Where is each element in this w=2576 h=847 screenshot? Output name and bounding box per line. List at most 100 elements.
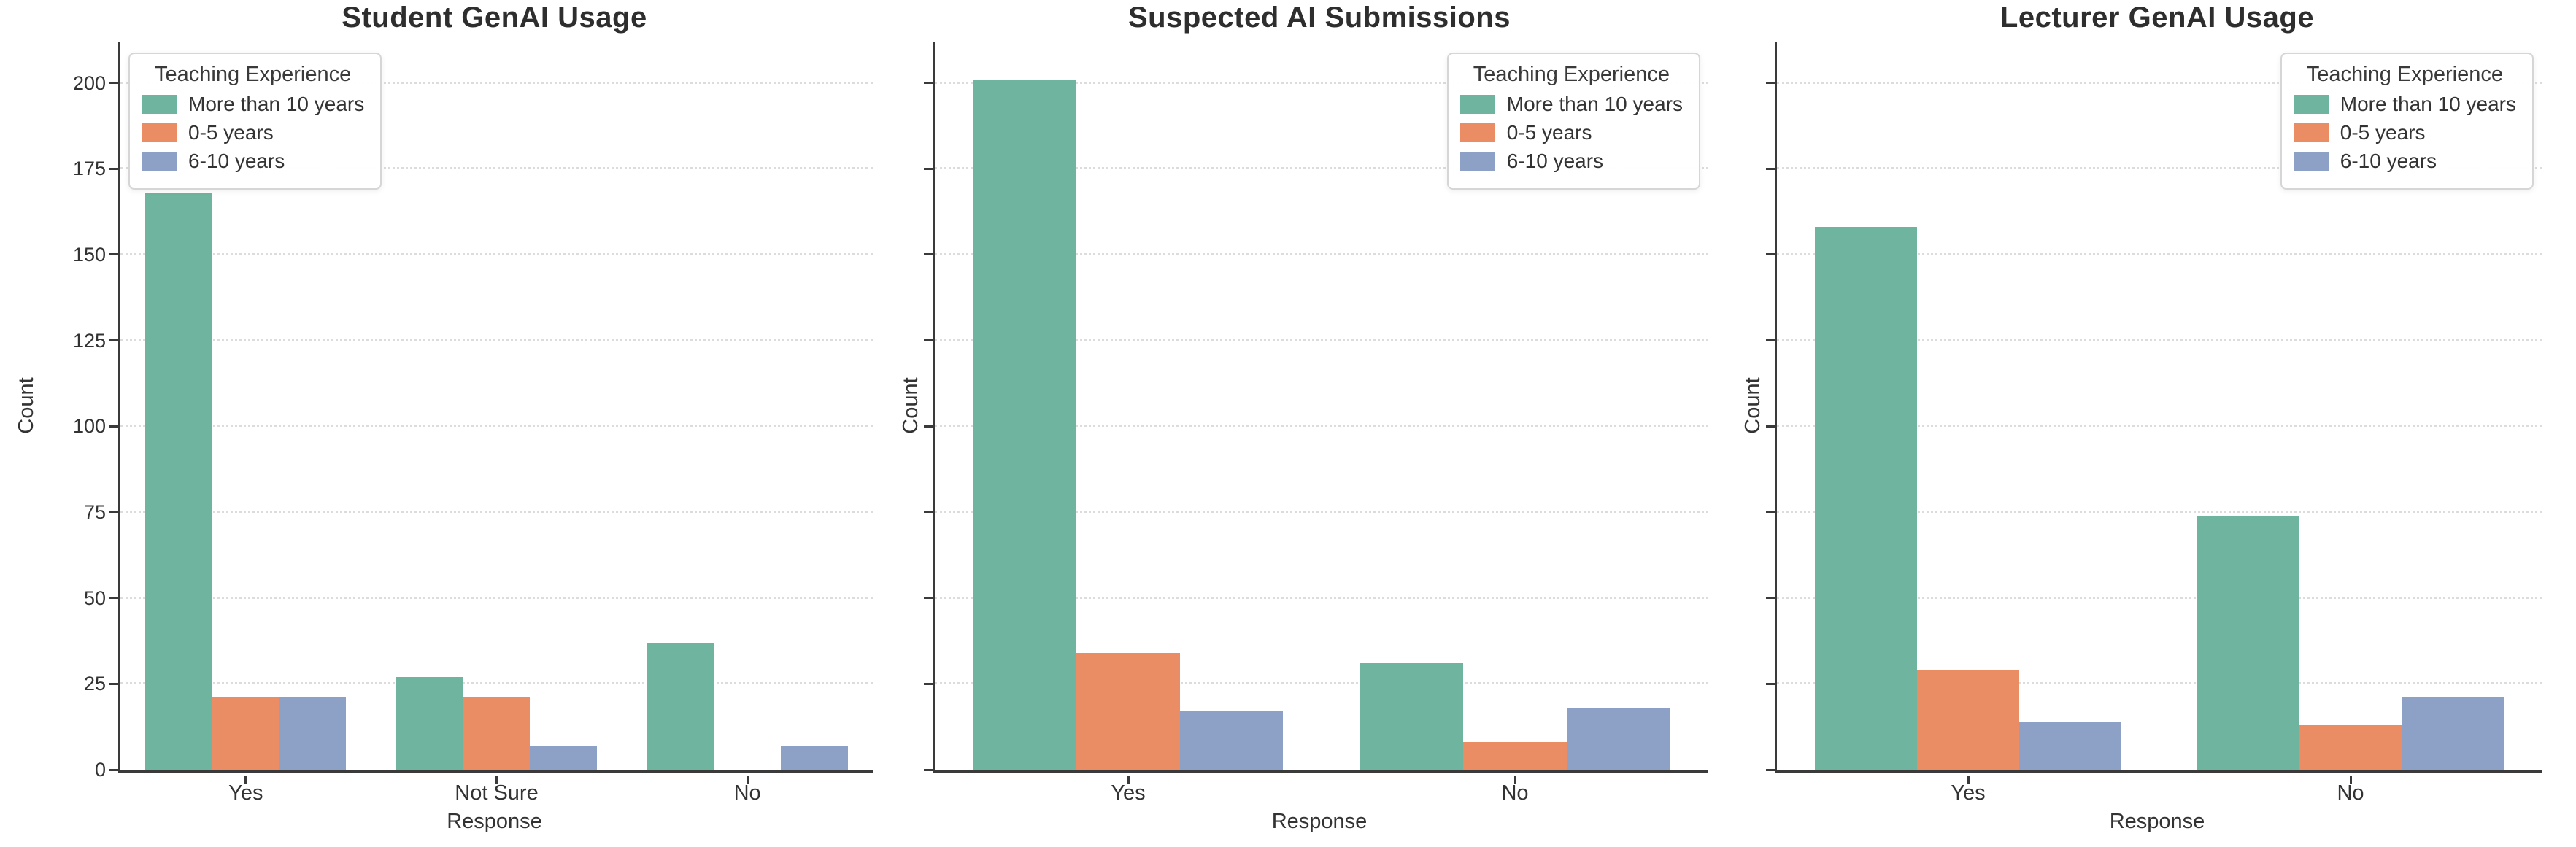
chart-title: Student GenAI Usage xyxy=(342,1,647,34)
legend-label: More than 10 years xyxy=(1506,93,1683,115)
y-tick-label: 75 xyxy=(83,500,106,523)
gridline xyxy=(935,596,1708,599)
y-tick-label: 100 xyxy=(72,415,106,438)
gridline xyxy=(935,252,1708,255)
legend-item: 6-10 years xyxy=(1459,150,1683,173)
chart-title: Suspected AI Submissions xyxy=(1128,1,1511,34)
bar xyxy=(1463,742,1567,770)
x-axis-label: Response xyxy=(447,810,542,833)
y-tick xyxy=(1766,82,1775,84)
gridline xyxy=(1777,596,2542,599)
y-tick xyxy=(109,425,118,428)
y-tick-label: 50 xyxy=(83,587,106,609)
legend-label: More than 10 years xyxy=(188,93,365,115)
legend-item: 0-5 years xyxy=(2293,121,2516,144)
legend-label: 0-5 years xyxy=(2340,121,2426,144)
legend-swatch-6-10-years-icon xyxy=(1459,152,1495,171)
chart-title: Lecturer GenAI Usage xyxy=(2000,1,2315,34)
y-tick xyxy=(924,425,933,428)
gridline xyxy=(120,510,873,513)
x-axis-label: Response xyxy=(2109,810,2205,833)
gridline xyxy=(935,167,1708,170)
y-tick xyxy=(1766,597,1775,600)
x-axis-label: Response xyxy=(1271,810,1368,833)
gridline xyxy=(120,81,873,84)
x-tick xyxy=(746,776,749,784)
legend-title: Teaching Experience xyxy=(2306,63,2503,86)
y-tick xyxy=(109,511,118,514)
gridline xyxy=(935,425,1708,428)
y-tick xyxy=(1766,682,1775,685)
y-tick-label: 0 xyxy=(94,759,106,781)
gridline xyxy=(1777,252,2542,255)
plot-area: 0 25 50 75 100 125 150 175 200 Yes Not Sure No xyxy=(73,42,873,805)
bar xyxy=(1917,670,2019,770)
gridline xyxy=(935,81,1708,84)
y-tick xyxy=(1766,425,1775,428)
bar xyxy=(2018,722,2121,770)
y-tick xyxy=(924,253,933,256)
y-axis-label: Count xyxy=(1741,377,1765,434)
bar xyxy=(2197,515,2300,770)
gridline xyxy=(120,339,873,341)
legend-item: 0-5 years xyxy=(1459,121,1683,144)
gridline xyxy=(1777,510,2542,513)
bar xyxy=(647,642,714,770)
y-tick-label: 200 xyxy=(72,71,106,94)
y-tick xyxy=(1766,253,1775,256)
gridline xyxy=(120,167,873,170)
y-tick xyxy=(924,768,933,771)
legend-swatch-6-10-years-icon xyxy=(2293,152,2329,171)
bar xyxy=(1360,663,1464,770)
bar xyxy=(2401,697,2504,770)
x-tick xyxy=(244,776,247,784)
y-tick xyxy=(924,682,933,685)
legend-label: 6-10 years xyxy=(188,150,285,172)
x-tick-label: No xyxy=(2337,781,2364,805)
y-tick xyxy=(109,82,118,84)
y-tick xyxy=(924,597,933,600)
legend-swatch-6-10-years-icon xyxy=(142,152,177,171)
y-tick xyxy=(1766,511,1775,514)
bar xyxy=(1815,227,1918,770)
legend-item: More than 10 years xyxy=(2293,93,2516,116)
x-tick xyxy=(1513,776,1516,784)
y-tick xyxy=(924,82,933,84)
legend-item: More than 10 years xyxy=(142,93,364,116)
y-tick xyxy=(1766,768,1775,771)
y-tick xyxy=(109,682,118,685)
legend-swatch-more-than-10-years-icon xyxy=(1459,95,1495,114)
gridline xyxy=(1777,339,2542,341)
y-tick xyxy=(924,339,933,342)
legend-title: Teaching Experience xyxy=(1473,63,1670,86)
x-tick-label: Yes xyxy=(1951,781,1986,805)
y-tick xyxy=(109,597,118,600)
gridline xyxy=(120,425,873,428)
x-tick-label: No xyxy=(733,781,761,805)
y-tick xyxy=(109,167,118,170)
legend-box: Teaching Experience More than 10 years 0… xyxy=(1446,53,1700,190)
y-tick xyxy=(924,511,933,514)
y-tick-label: 125 xyxy=(72,329,106,352)
bar xyxy=(396,676,463,770)
legend-swatch-0-5-years-icon xyxy=(142,123,177,142)
y-tick-label: 175 xyxy=(72,158,106,180)
y-tick xyxy=(109,768,118,771)
legend-swatch-0-5-years-icon xyxy=(1459,123,1495,142)
gridline xyxy=(1777,425,2542,428)
gridline xyxy=(120,596,873,599)
plot-area: Yes No xyxy=(1766,42,2542,805)
x-tick-label: No xyxy=(1501,781,1529,805)
gridline xyxy=(935,510,1708,513)
plot-area: Yes No xyxy=(924,42,1708,805)
bar xyxy=(530,746,597,770)
y-tick-label: 150 xyxy=(72,243,106,266)
y-tick xyxy=(109,339,118,342)
legend-label: 0-5 years xyxy=(1506,121,1592,144)
bar xyxy=(279,697,347,770)
y-tick xyxy=(924,167,933,170)
gridline xyxy=(1777,167,2542,170)
bar xyxy=(2299,724,2402,770)
legend-item: 6-10 years xyxy=(2293,150,2516,173)
